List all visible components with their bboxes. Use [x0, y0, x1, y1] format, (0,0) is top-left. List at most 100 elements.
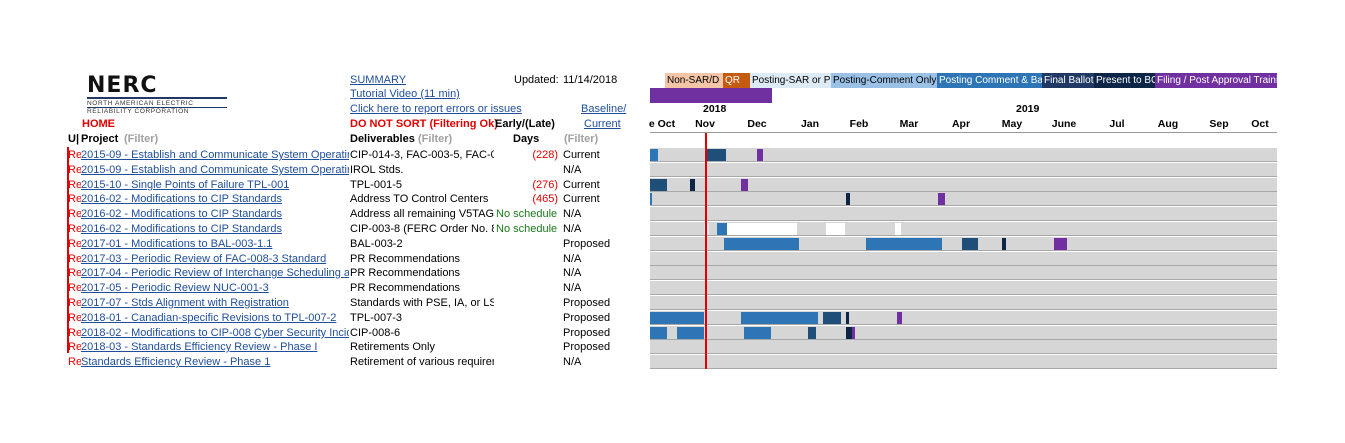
- row-marker: Re: [68, 282, 81, 294]
- status-cell: Proposed: [563, 327, 611, 339]
- legend-item: Posting-SAR or PP: [750, 73, 831, 88]
- row-marker: Re: [68, 238, 81, 250]
- status-cell: Proposed: [563, 238, 611, 250]
- project-link[interactable]: 2018-01 - Canadian-specific Revisions to…: [81, 312, 337, 324]
- table-row: Re 2016-02 - Modifications to CIP Standar…: [68, 192, 628, 206]
- tutorial-video-link[interactable]: Tutorial Video (11 min): [350, 88, 460, 100]
- gantt-bar: [724, 238, 799, 250]
- summary-link[interactable]: SUMMARY: [350, 74, 407, 86]
- status-cell: N/A: [563, 208, 582, 220]
- project-link[interactable]: 2017-03 - Periodic Review of FAC-008-3 S…: [81, 253, 327, 265]
- project-link[interactable]: 2015-10 - Single Points of Failure TPL-0…: [81, 179, 290, 191]
- gantt-row: [650, 178, 1277, 192]
- status-cell: Proposed: [563, 341, 611, 353]
- table-row: Re Standards Efficiency Review - Phase 1 R…: [68, 355, 628, 369]
- project-link[interactable]: 2017-05 - Periodic Review NUC-001-3: [81, 282, 269, 294]
- month-label: Mar: [899, 118, 919, 130]
- project-column-header: Project: [81, 133, 119, 145]
- deliverable-cell: Standards with PSE, IA, or LSE: [350, 297, 494, 309]
- gantt-row: [650, 326, 1277, 340]
- updated-label: Updated:: [514, 74, 559, 86]
- gantt-bar: [677, 327, 704, 339]
- deliverable-cell: BAL-003-2: [350, 238, 403, 250]
- table-row: Re 2016-02 - Modifications to CIP Standar…: [68, 207, 628, 221]
- gantt-bar: [1002, 238, 1006, 250]
- project-link[interactable]: 2017-01 - Modifications to BAL-003-1.1: [81, 238, 273, 250]
- legend-item: QR: [723, 73, 750, 88]
- u-column-header: U|: [68, 133, 80, 145]
- month-label: Aug: [1157, 118, 1179, 130]
- month-label: Apr: [951, 118, 971, 130]
- project-link[interactable]: 2016-02 - Modifications to CIP Standards: [81, 223, 282, 235]
- left-rule: [67, 147, 69, 353]
- project-link[interactable]: 2016-02 - Modifications to CIP Standards: [81, 193, 282, 205]
- row-marker: Re: [68, 312, 81, 324]
- gantt-bar: [938, 193, 945, 205]
- project-link[interactable]: 2015-09 - Establish and Communicate Syst…: [81, 149, 349, 161]
- gantt-bar: [744, 327, 771, 339]
- status-filter[interactable]: (Filter): [564, 133, 599, 145]
- month-label: Nov: [695, 118, 715, 130]
- deliverable-cell: CIP-008-6: [350, 327, 401, 339]
- project-link[interactable]: 2015-09 - Establish and Communicate Syst…: [81, 164, 349, 176]
- row-marker: Re: [68, 267, 81, 279]
- report-errors-link[interactable]: Click here to report errors or issues: [350, 103, 522, 115]
- baseline-link[interactable]: Baseline/: [581, 103, 627, 115]
- table-row: Re 2018-03 - Standards Efficiency Review …: [68, 340, 628, 354]
- row-marker: Re: [68, 356, 81, 368]
- nerc-logo-text: NERC: [87, 73, 158, 98]
- current-link[interactable]: Current: [584, 118, 621, 130]
- month-label: Feb: [849, 118, 869, 130]
- project-link[interactable]: Standards Efficiency Review - Phase 1: [81, 356, 271, 368]
- status-cell: Proposed: [563, 312, 611, 324]
- gantt-row: [650, 281, 1277, 295]
- table-row: Re 2017-07 - Stds Alignment with Registra…: [68, 296, 628, 310]
- legend-label: Filing / Post Approval Training: [1157, 75, 1277, 86]
- logo-rule-2: [87, 107, 227, 108]
- home-link[interactable]: HOME: [82, 118, 115, 130]
- table-row: Re 2015-09 - Establish and Communicate Sy…: [68, 148, 628, 162]
- deliverable-cell: PR Recommendations: [350, 253, 461, 265]
- row-marker: Re: [68, 297, 81, 309]
- today-line: [705, 133, 707, 369]
- gantt-row: [650, 266, 1277, 280]
- gantt-bar: [741, 312, 818, 324]
- gantt-bar: [727, 223, 797, 235]
- project-link[interactable]: 2016-02 - Modifications to CIP Standards: [81, 208, 282, 220]
- gantt-bar: [808, 327, 816, 339]
- days-cell: (276): [532, 179, 558, 191]
- deliverable-cell: Retirements Only: [350, 341, 435, 353]
- status-cell: N/A: [563, 356, 582, 368]
- table-row: Re 2015-09 - Establish and Communicate Sy…: [68, 163, 628, 177]
- legend-item: Final Ballot: [1042, 73, 1094, 88]
- legend-item: Present to BOT: [1094, 73, 1155, 88]
- days-cell: (465): [532, 193, 558, 205]
- row-marker: Re: [68, 253, 81, 265]
- table-row: Re 2018-01 - Canadian-specific Revisions …: [68, 311, 628, 325]
- project-link[interactable]: 2017-07 - Stds Alignment with Registrati…: [81, 297, 289, 309]
- project-link[interactable]: 2018-02 - Modifications to CIP-008 Cyber…: [81, 327, 349, 339]
- table-row: Re 2017-03 - Periodic Review of FAC-008-3…: [68, 252, 628, 266]
- gantt-bar: [690, 179, 695, 191]
- project-filter[interactable]: (Filter): [124, 133, 159, 145]
- row-marker: Re: [68, 164, 81, 176]
- deliverable-cell: Retirement of various requirements: [350, 356, 494, 368]
- gantt-bar: [1054, 238, 1067, 250]
- table-row: Re 2018-02 - Modifications to CIP-008 Cyb…: [68, 326, 628, 340]
- deliverable-cell: TPL-007-3: [350, 312, 402, 324]
- legend-label: Non-SAR/D: [667, 75, 720, 86]
- gantt-row: [650, 192, 1277, 206]
- project-link[interactable]: 2018-03 - Standards Efficiency Review - …: [81, 341, 318, 353]
- project-link[interactable]: 2017-04 - Periodic Review of Interchange…: [81, 267, 349, 279]
- early-late-header: Early/(Late): [495, 118, 555, 130]
- gantt-bar: [866, 238, 942, 250]
- year-label: 2018: [703, 103, 727, 115]
- row-marker: Re: [68, 327, 81, 339]
- status-cell: N/A: [563, 223, 582, 235]
- gantt-bar: [897, 312, 902, 324]
- deliverables-filter[interactable]: (Filter): [418, 133, 453, 145]
- gantt-bar: [846, 327, 852, 339]
- gantt-row: [650, 252, 1277, 266]
- gantt-row: [650, 222, 1277, 236]
- gantt-row: [650, 148, 1277, 162]
